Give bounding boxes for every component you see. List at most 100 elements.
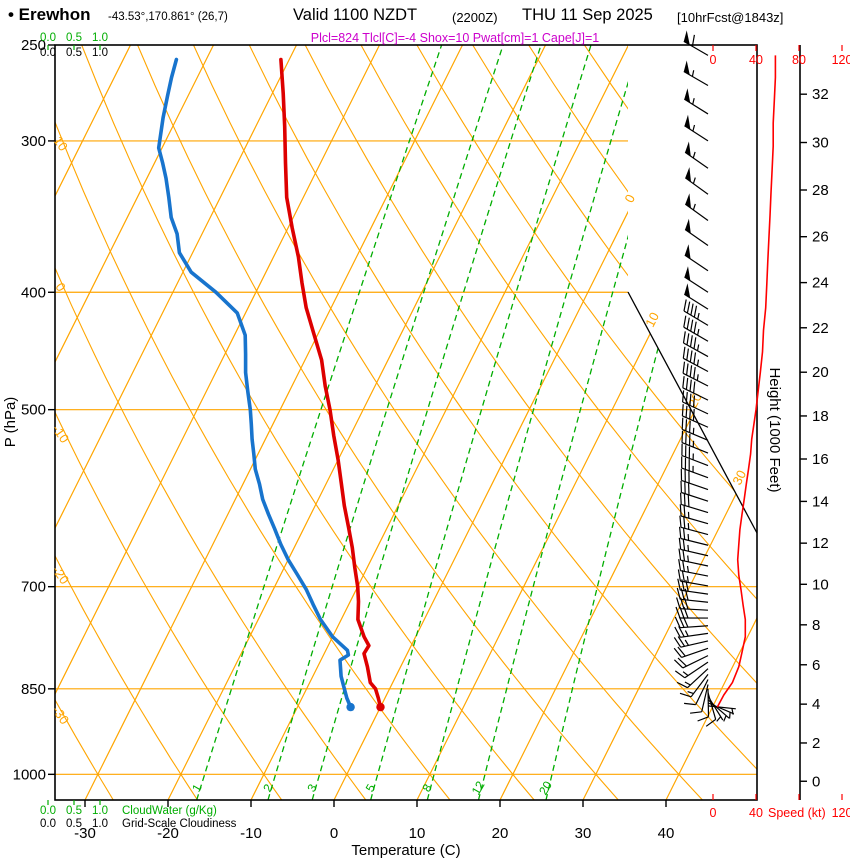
wind-barb-flag [684, 88, 691, 103]
wind-barb-full [675, 606, 681, 619]
wind-barb-half [716, 716, 722, 722]
wind-barb-staff [707, 705, 736, 710]
svg-text:8: 8 [812, 617, 820, 634]
wind-barb-full [680, 492, 682, 505]
wind-barb-staff [701, 684, 709, 712]
svg-text:40: 40 [749, 53, 763, 67]
svg-text:30: 30 [575, 825, 592, 842]
wind-barb-half [692, 427, 695, 435]
isotherm-line [499, 45, 757, 800]
svg-text:0.0: 0.0 [40, 47, 56, 59]
wind-barb-full [682, 361, 686, 374]
svg-text:40: 40 [749, 806, 763, 820]
wind-barb-flag [683, 60, 690, 75]
wind-barb-staff [680, 559, 709, 567]
wind-barbs [673, 30, 736, 727]
svg-text:0.0: 0.0 [40, 818, 56, 830]
wind-barb-staff [683, 310, 709, 326]
wind-barb-flag [683, 30, 690, 45]
wind-barb-half [686, 565, 689, 573]
wind-barb-staff [682, 401, 709, 415]
wind-barb-staff [680, 625, 709, 629]
wind-barb-staff [707, 695, 724, 721]
svg-text:700: 700 [21, 579, 46, 596]
wind-barb-full [678, 559, 682, 571]
wind-barb-flag [685, 141, 691, 157]
wind-barb-full [679, 515, 682, 528]
svg-text:22: 22 [812, 320, 829, 337]
svg-text:-20: -20 [49, 563, 72, 587]
isotherm-line [416, 45, 757, 800]
wind-barb-full [682, 376, 685, 388]
wind-barb-full [683, 315, 687, 328]
wind-barb-half [729, 712, 731, 719]
wind-barb-full [682, 559, 685, 572]
wind-barb-staff [680, 537, 709, 546]
wind-barb-full [689, 350, 693, 363]
wind-barb-staff [680, 589, 709, 595]
mixing-ratio-line [196, 45, 443, 800]
wind-barb-full [684, 702, 696, 706]
mixing-ratio-line [311, 45, 542, 800]
wind-barb-half [687, 555, 689, 562]
wind-barb-full [685, 405, 688, 418]
wind-barb-staff [680, 640, 709, 648]
svg-text:0: 0 [621, 192, 638, 205]
station-coordinates: -43.53°,170.861° (26,7) [108, 11, 228, 23]
wind-barb-full [681, 417, 684, 430]
wind-barb-half [684, 630, 689, 637]
wind-barb-half [692, 151, 696, 159]
wind-barb-full [689, 407, 692, 420]
dry-adiabat-line [248, 45, 757, 800]
isotherm-line [55, 45, 298, 800]
wind-barb-full [682, 616, 689, 628]
wind-barb-staff [680, 515, 709, 525]
svg-text:850: 850 [21, 681, 46, 698]
dry-adiabat-line [55, 45, 283, 800]
svg-text:0.5: 0.5 [66, 32, 82, 44]
wind-barb-full [676, 587, 681, 600]
wind-barb-full [686, 301, 691, 314]
svg-text:20: 20 [536, 778, 555, 797]
svg-text:1.0: 1.0 [92, 818, 108, 830]
isotherm-line [582, 45, 757, 800]
svg-text:0.5: 0.5 [66, 805, 82, 817]
dry-adiabat-line [55, 45, 114, 800]
wind-barb-staff [687, 668, 709, 689]
skewt-grid [55, 45, 757, 800]
svg-text:0: 0 [710, 806, 717, 820]
wind-barb-staff [707, 699, 730, 719]
wind-barb-half [696, 374, 699, 381]
svg-text:8: 8 [419, 781, 435, 794]
svg-text:Temperature (C): Temperature (C) [351, 842, 460, 859]
svg-text:10: 10 [409, 825, 426, 842]
wind-barb-full [690, 711, 702, 714]
svg-text:24: 24 [812, 275, 829, 292]
wind-barb-staff [680, 632, 709, 638]
wind-speed-curve [716, 55, 777, 708]
wind-barb-full [693, 367, 696, 379]
wind-barb-half [687, 691, 694, 695]
wind-barb-full [705, 718, 717, 727]
wind-barb-full [673, 637, 682, 648]
svg-text:3: 3 [304, 781, 320, 794]
wind-barb-full [682, 549, 686, 562]
wind-barb-full [678, 616, 685, 628]
wind-barb-full [689, 335, 693, 347]
svg-text:1000: 1000 [13, 766, 46, 783]
wind-barb-staff [683, 342, 709, 358]
svg-text:32: 32 [812, 86, 829, 103]
svg-text:500: 500 [21, 402, 46, 419]
wind-barb-full [689, 393, 692, 406]
wind-barb-half [723, 715, 727, 722]
wind-barb-full [683, 505, 686, 518]
svg-text:18: 18 [812, 408, 829, 425]
wind-barb-full [679, 692, 692, 698]
svg-text:80: 80 [792, 53, 806, 67]
plot-frame [54, 44, 758, 801]
wind-barb-staff [684, 177, 709, 195]
wind-barb-flag [684, 244, 691, 260]
wind-barb-full [682, 527, 686, 540]
wind-barb-flag [685, 218, 691, 234]
